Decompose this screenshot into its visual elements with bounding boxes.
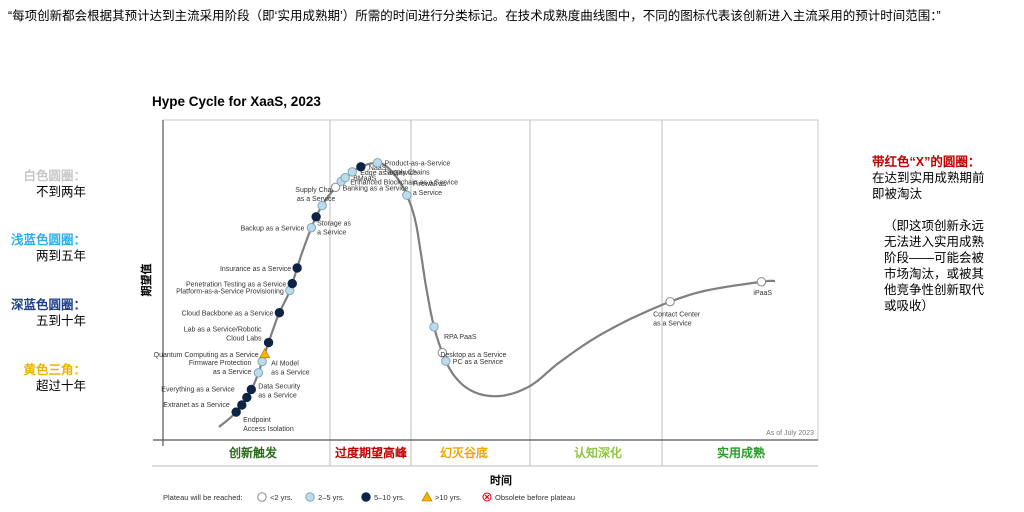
point-label-19: NaaS [369, 165, 387, 172]
phase-label-0: 创新触发 [228, 445, 278, 460]
phase-label-2: 幻灭谷底 [440, 445, 488, 460]
point-marker-13 [311, 212, 321, 222]
point-marker-0 [231, 407, 241, 417]
point-marker-21 [402, 190, 412, 200]
point-label-9: Platform-as-a-Service Provisioning [176, 288, 284, 295]
phase-label-1: 过度期望高峰 [335, 445, 408, 460]
point-label-18: Edge as a Service [360, 170, 417, 177]
legend-white-heading: 白色圆圈： [23, 169, 86, 183]
legend-light-blue-heading: 浅蓝色圆圈： [10, 233, 86, 247]
obsolete-note-heading: 带红色“X”的圆圈： [872, 155, 981, 169]
point-marker-18 [347, 167, 357, 177]
point-marker-15 [330, 182, 341, 193]
point-label-6: Quantum Computing as a Service [154, 352, 259, 359]
point-marker-12 [306, 222, 317, 233]
legend-dark-blue-desc: 五到十年 [35, 314, 86, 328]
point-marker-5 [257, 356, 267, 367]
legend-white-circle: 白色圆圈： 不到两年 [23, 168, 86, 200]
legend-prefix: Plateau will be reached: [163, 493, 243, 502]
point-label-26: iPaaS [753, 290, 772, 297]
point-label-21: Firewall as a Service [413, 181, 447, 197]
hype-curve [218, 161, 775, 428]
legend-marker-3 [421, 491, 433, 502]
point-marker-6 [259, 348, 271, 359]
intro-text: “每项创新都会根据其预计达到主流采用阶段（即‘实用成熟期’）所需的时间进行分类标… [8, 9, 941, 23]
point-marker-22 [429, 322, 439, 332]
obsolete-note-line2: （即这项创新永远无法进入实用成熟阶段——可能会被市场淘汰，或被其他竞争性创新取代… [884, 219, 985, 313]
phase-label-3: 认知深化 [574, 445, 622, 460]
legend-marker-0 [257, 492, 267, 502]
legend-light-blue-desc: 两到五年 [35, 249, 86, 263]
point-label-17: BMaaS [353, 176, 376, 183]
obsolete-note-line1: 在达到实用成熟期前即被淘汰 [872, 171, 985, 201]
phase-label-4: 实用成熟 [717, 445, 765, 460]
legend-yellow-desc: 超过十年 [35, 379, 86, 393]
legend-dark-blue-heading: 深蓝色圆圈： [10, 298, 86, 312]
point-label-7: Lab as a Service/Robotic Cloud Labs [184, 327, 262, 343]
point-label-20: Product-as-a-Service Supply Chains [385, 161, 451, 177]
point-marker-14 [317, 200, 327, 211]
x-axis-label: 时间 [490, 473, 512, 487]
legend-label-1: 2–5 yrs. [318, 493, 345, 502]
legend-label-0: <2 yrs. [270, 493, 293, 502]
point-label-23: PC as a Service [453, 359, 503, 366]
as-of-note: As of July 2023 [766, 430, 814, 437]
point-marker-24 [437, 348, 448, 358]
legend-label-2: 5–10 yrs. [374, 493, 405, 502]
legend-marker-4-x [484, 494, 490, 500]
point-label-22: RPA PaaS [444, 334, 477, 341]
point-label-11: Insurance as a Service [220, 266, 291, 273]
point-marker-8 [274, 307, 285, 318]
plot-frame [162, 119, 819, 441]
point-label-15: Banking as a Service [343, 185, 409, 192]
legend-marker-2 [361, 492, 371, 502]
legend-white-desc: 不到两年 [35, 185, 86, 199]
point-label-2: Everything as a Service [161, 386, 235, 393]
point-marker-23 [441, 356, 451, 366]
obsolete-note: 带红色“X”的圆圈： 在达到实用成熟期前即被淘汰 （即这项创新永远无法进入实用成… [872, 154, 990, 314]
point-marker-20 [372, 158, 383, 168]
point-label-16: Enhanced Blockchain as a Service [350, 179, 458, 186]
point-label-24: Desktop as a Service [440, 352, 506, 359]
legend-label-3: >10 yrs. [435, 493, 462, 502]
point-label-14: Storage as a Service [317, 221, 351, 237]
point-marker-1 [237, 400, 247, 410]
point-marker-11 [292, 263, 302, 273]
legend-yellow-triangle: 黄色三角： 超过十年 [23, 362, 86, 394]
point-marker-25 [665, 296, 675, 307]
legend-light-blue-circle: 浅蓝色圆圈： 两到五年 [11, 232, 86, 264]
point-marker-26 [756, 277, 767, 287]
point-label-25: Contact Center as a Service [653, 312, 701, 328]
point-label-3: Data Security as a Service [258, 383, 301, 399]
point-marker-3 [246, 384, 256, 395]
point-marker-17 [340, 172, 350, 183]
point-label-1: Extranet as a Service [163, 402, 230, 409]
point-label-4: Firmware Protection as a Service [189, 360, 252, 376]
chart-title: Hype Cycle for XaaS, 2023 [152, 94, 321, 109]
legend-label-4: Obsolete before plateau [495, 493, 575, 502]
point-label-0: Endpoint Access Isolation [243, 417, 294, 433]
y-axis-label: 期望值 [139, 264, 153, 297]
point-marker-7 [263, 337, 274, 348]
point-label-13: Supply Chain as a Service [295, 187, 337, 203]
point-label-10: Penetration Testing as a Service [186, 282, 286, 289]
point-marker-19 [356, 162, 366, 172]
legend-yellow-heading: 黄色三角： [23, 363, 86, 377]
legend-dark-blue-circle: 深蓝色圆圈： 五到十年 [11, 297, 86, 329]
point-label-12: Backup as a Service [241, 226, 305, 233]
point-marker-2 [242, 392, 252, 403]
point-label-8: Cloud Backbone as a Service [182, 311, 274, 318]
point-marker-4 [253, 368, 264, 378]
point-label-5: AI Model as a Service [271, 361, 310, 377]
legend-marker-1 [305, 492, 315, 502]
point-marker-10 [287, 278, 297, 289]
